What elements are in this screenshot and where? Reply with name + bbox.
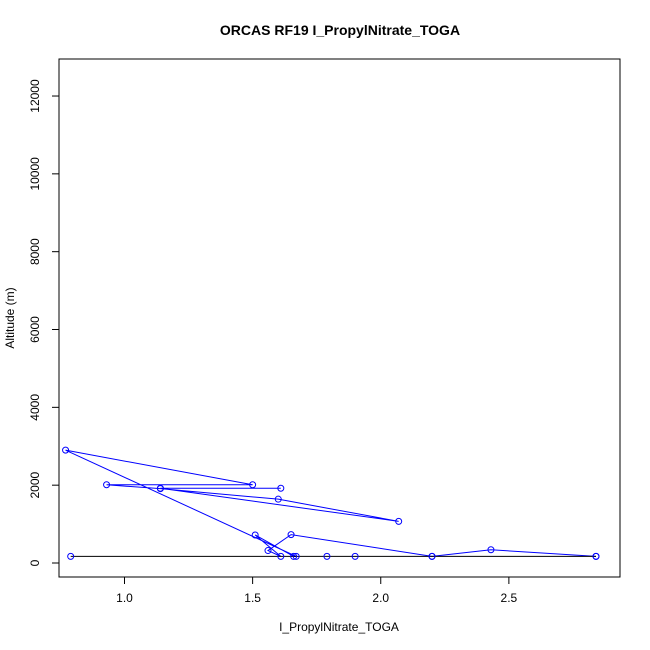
chart-title: ORCAS RF19 I_PropylNitrate_TOGA: [220, 22, 460, 38]
data-point: [264, 547, 272, 555]
data-point: [287, 531, 295, 539]
y-tick-label: 4000: [28, 394, 42, 421]
y-tick-label: 2000: [28, 472, 42, 499]
x-tick-label: 2.5: [501, 591, 518, 605]
y-tick-label: 0: [28, 559, 42, 566]
data-point: [274, 495, 282, 503]
y-tick-label: 8000: [28, 238, 42, 265]
data-point: [277, 552, 285, 560]
data-point: [351, 552, 359, 560]
x-axis: 1.0 1.5 2.0 2.5: [116, 576, 518, 605]
plot-frame: [58, 58, 621, 578]
y-tick-label: 10000: [28, 157, 42, 191]
x-axis-label: I_PropylNitrate_TOGA: [279, 620, 399, 634]
y-axis-label: Altitude (m): [3, 287, 17, 348]
y-tick-label: 12000: [28, 79, 42, 113]
data-point: [290, 552, 298, 560]
data-point: [487, 546, 495, 554]
x-tick-label: 1.5: [244, 591, 261, 605]
data-point: [292, 552, 300, 560]
data-point: [428, 552, 436, 560]
data-point: [62, 446, 70, 454]
y-tick-label: 6000: [28, 316, 42, 343]
data-point: [323, 552, 331, 560]
data-point: [67, 552, 75, 560]
data-point: [156, 485, 164, 493]
data-point: [277, 484, 285, 492]
series-layer: [62, 446, 600, 560]
series-line: [65, 449, 597, 557]
data-point: [251, 531, 259, 539]
data-point: [249, 481, 257, 489]
x-tick-label: 1.0: [116, 591, 133, 605]
data-point: [592, 552, 600, 560]
data-point: [395, 517, 403, 525]
x-tick-label: 2.0: [372, 591, 389, 605]
y-axis: 0 2000 4000 6000 8000 10000 12000: [28, 79, 60, 566]
data-point: [103, 481, 111, 489]
